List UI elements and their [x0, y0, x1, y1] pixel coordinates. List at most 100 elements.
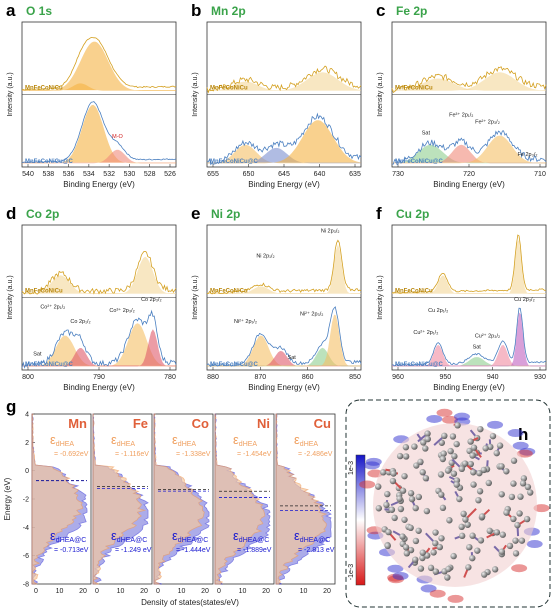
y-axis-label: Intensity (a.u.) [377, 72, 384, 116]
atom [444, 467, 452, 474]
atom [396, 495, 403, 502]
atom [462, 516, 469, 523]
symbol: ε [172, 528, 178, 543]
lower-sample-label: MnFeCoNiCu@C [395, 362, 444, 368]
atom [402, 544, 410, 551]
atom [412, 537, 420, 545]
atom [417, 565, 425, 572]
atom [419, 554, 426, 562]
y-tick-label: -2 [23, 497, 29, 504]
atom [413, 462, 420, 469]
atom [523, 515, 531, 523]
peak-annotation: Sat [473, 344, 482, 350]
atom [432, 529, 439, 536]
lower-fit [392, 357, 546, 367]
atom [375, 483, 382, 490]
x-tick-label: 536 [63, 171, 75, 178]
x-tick-label: 940 [487, 374, 499, 381]
atom [469, 452, 476, 459]
lower-sample-label: MnFeCoNiCu@C [25, 159, 74, 165]
upper-fit [22, 41, 176, 91]
lower-spectrum [21, 309, 177, 369]
x-tick-label: 870 [254, 374, 266, 381]
lower-sample-label: MnFeCoNiCu@C [25, 362, 74, 368]
x-tick-label: 710 [534, 171, 546, 178]
atom [480, 466, 488, 474]
atom [470, 481, 477, 488]
symbol: ε [294, 528, 300, 543]
lower-fit [207, 351, 361, 367]
atom [415, 527, 422, 534]
lower-fit [22, 104, 176, 164]
atom [506, 542, 514, 550]
x-tick-label: 850 [349, 374, 361, 381]
charge-lobe [426, 414, 443, 423]
charge-lobe [363, 461, 380, 470]
panel-letter: b [191, 1, 201, 20]
dos-hea [92, 413, 147, 585]
atom [486, 527, 493, 535]
atom [412, 556, 419, 563]
peak-annotation: Co²⁺ 2p₁/₂ [40, 303, 65, 310]
atom [384, 542, 391, 550]
lower-fit [207, 314, 361, 367]
lower-fit [22, 335, 176, 367]
hea-value: = -1.116eV [115, 451, 149, 458]
x-tick-label: 645 [278, 171, 290, 178]
upper-spectrum [21, 36, 177, 91]
atom [408, 495, 416, 503]
peak-annotation: Co 2p₁/₂ [70, 319, 90, 325]
panel-title: Fe 2p [396, 4, 427, 18]
epsilon-label: εdHEA [50, 432, 74, 448]
symbol: ε [233, 432, 239, 447]
atom [454, 422, 461, 429]
panel-letter: g [6, 397, 16, 416]
atom [432, 540, 439, 547]
hea-c-value: = -2.813 eV [298, 547, 335, 554]
atom [481, 571, 488, 578]
epsilon-label: εdHEA [111, 432, 135, 448]
atom [520, 475, 528, 482]
symbol: ε [50, 528, 56, 543]
charge-lobe [436, 408, 453, 417]
x-tick-label: 720 [463, 171, 475, 178]
upper-sample-label: MnFeCoNiCu [210, 289, 248, 295]
hea-value: = -1.338eV [176, 451, 211, 458]
atom [383, 501, 390, 509]
atom [402, 453, 410, 460]
element-name: Fe [133, 416, 148, 431]
lower-fit [392, 144, 546, 164]
atom [390, 470, 397, 477]
peak-annotation: Co³⁺ 2p₃/₂ [109, 307, 134, 314]
peak-annotation: Fe 2p₃/₂ [518, 152, 538, 158]
subscript: dHEA [239, 441, 258, 448]
upper-sample-label: MnFeCoNiCu [395, 289, 433, 295]
dos-hea [214, 413, 266, 585]
atom [470, 444, 478, 451]
atom [415, 493, 423, 501]
atom [427, 564, 435, 572]
peak-annotation: Cu²⁺ 2p₃/₂ [475, 332, 500, 339]
atom [510, 480, 517, 487]
atom [438, 491, 445, 498]
upper-fit [207, 72, 361, 91]
atom [456, 495, 463, 503]
atom [498, 463, 505, 470]
lower-fit [22, 323, 176, 367]
x-tick-label: 0 [217, 588, 221, 595]
atom [491, 566, 499, 573]
atom [461, 460, 469, 467]
lower-spectrum [391, 130, 547, 166]
dos-hea [153, 413, 205, 585]
x-tick-label: 635 [349, 171, 361, 178]
charge-lobe [387, 564, 404, 573]
charge-lobe [516, 449, 533, 458]
panel-letter: c [376, 1, 385, 20]
atom [464, 521, 471, 528]
peak-annotation: Sat [288, 355, 297, 361]
lower-fit [392, 345, 546, 367]
upper-sample-label: MnFeCoNiCu [25, 86, 63, 92]
upper-fit [207, 244, 361, 294]
peak-annotation: Sat [33, 352, 42, 358]
atom [407, 490, 415, 497]
